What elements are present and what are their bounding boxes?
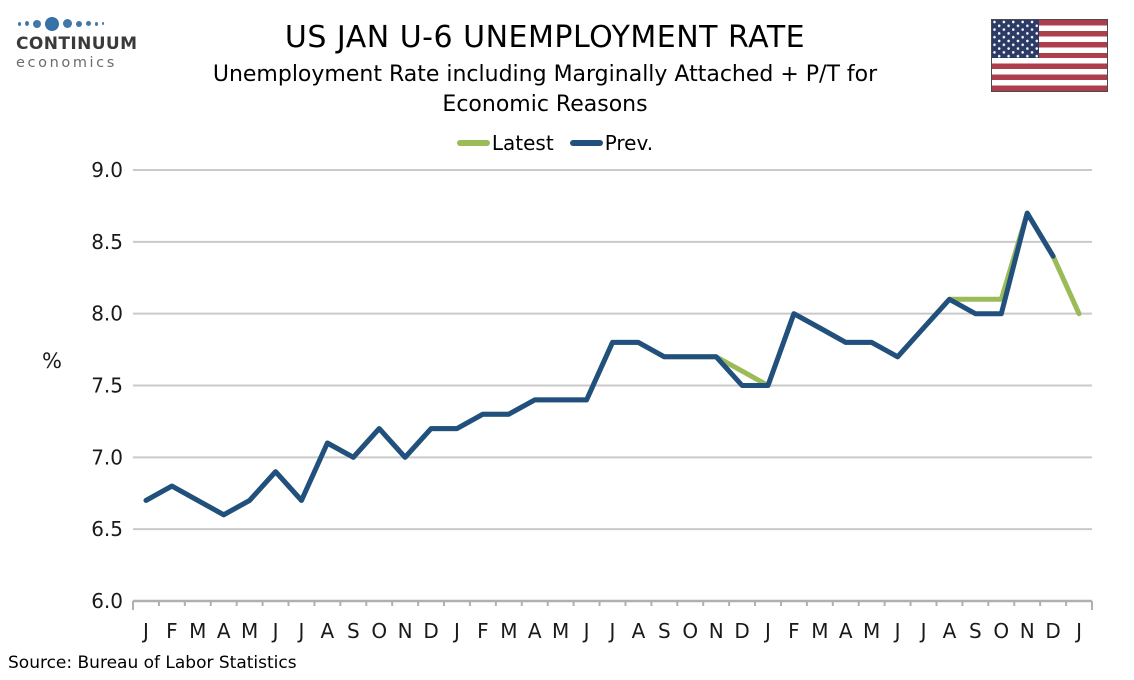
x-tick-label: S (347, 619, 360, 643)
x-tick-label: M (863, 619, 880, 643)
x-tick-label: M (552, 619, 569, 643)
y-tick-label: 8.0 (91, 302, 123, 326)
x-tick-label: D (423, 619, 438, 643)
x-tick-label: N (398, 619, 413, 643)
x-tick-label: A (943, 619, 957, 643)
y-tick-label: 7.0 (91, 445, 123, 469)
continuum-logo: CONTINUUM economics (16, 16, 166, 71)
legend-item-latest: Latest (456, 131, 554, 155)
title-block: US JAN U-6 UNEMPLOYMENT RATE Unemploymen… (0, 20, 1090, 121)
x-tick-label: J (582, 619, 590, 643)
y-tick-label: 6.5 (91, 517, 123, 541)
legend-item-prev: Prev. (569, 131, 654, 155)
x-tick-label: A (632, 619, 646, 643)
x-tick-label: J (893, 619, 901, 643)
chart-subtitle: Unemployment Rate including Marginally A… (212, 62, 878, 118)
x-tick-label: O (371, 619, 387, 643)
legend-label-prev: Prev. (604, 131, 654, 155)
x-tick-label: M (189, 619, 206, 643)
x-tick-label: N (709, 619, 724, 643)
x-tick-label: O (682, 619, 698, 643)
series-line-prev (143, 210, 1056, 518)
y-tick-label: 7.5 (91, 374, 123, 398)
x-tick-label: D (1045, 619, 1060, 643)
legend-label-latest: Latest (491, 131, 554, 155)
x-tick-label: M (241, 619, 258, 643)
chart-title: US JAN U-6 UNEMPLOYMENT RATE (284, 20, 806, 55)
x-tick-label: F (166, 619, 178, 643)
x-tick-label: S (658, 619, 671, 643)
x-tick-label: N (1020, 619, 1035, 643)
x-tick-label: A (217, 619, 231, 643)
x-tick-label: M (500, 619, 517, 643)
x-tick-label: M (811, 619, 828, 643)
x-tick-label: J (297, 619, 305, 643)
us-flag-canton (992, 20, 1039, 59)
continuum-dots-icon (16, 16, 166, 31)
x-tick-label: J (919, 619, 927, 643)
x-tick-label: A (321, 619, 335, 643)
series-line-latest (143, 210, 1082, 518)
x-tick-label: F (788, 619, 800, 643)
x-tick-label: D (734, 619, 749, 643)
y-tick-label: 8.5 (91, 230, 123, 254)
x-tick-label: A (528, 619, 542, 643)
chart-legend: Latest Prev. (0, 131, 1110, 155)
us-flag-icon (991, 19, 1108, 92)
y-axis-unit-label: % (42, 349, 62, 373)
latest-line-swatch-icon (456, 140, 490, 146)
x-tick-label: F (477, 619, 489, 643)
logo-tagline: economics (16, 55, 117, 71)
x-tick-label: J (141, 619, 149, 643)
prev-line-swatch-icon (569, 140, 603, 146)
y-tick-label: 9.0 (91, 158, 123, 182)
x-tick-label: O (993, 619, 1009, 643)
x-tick-label: J (608, 619, 616, 643)
logo-name: CONTINUUM (16, 34, 138, 54)
y-tick-label: 6.0 (91, 589, 123, 613)
x-tick-label: S (969, 619, 982, 643)
x-tick-label: J (452, 619, 460, 643)
x-tick-label: A (839, 619, 853, 643)
x-tick-label: J (271, 619, 279, 643)
x-tick-label: J (763, 619, 771, 643)
x-tick-label: J (1074, 619, 1082, 643)
source-note: Source: Bureau of Labor Statistics (8, 653, 297, 673)
